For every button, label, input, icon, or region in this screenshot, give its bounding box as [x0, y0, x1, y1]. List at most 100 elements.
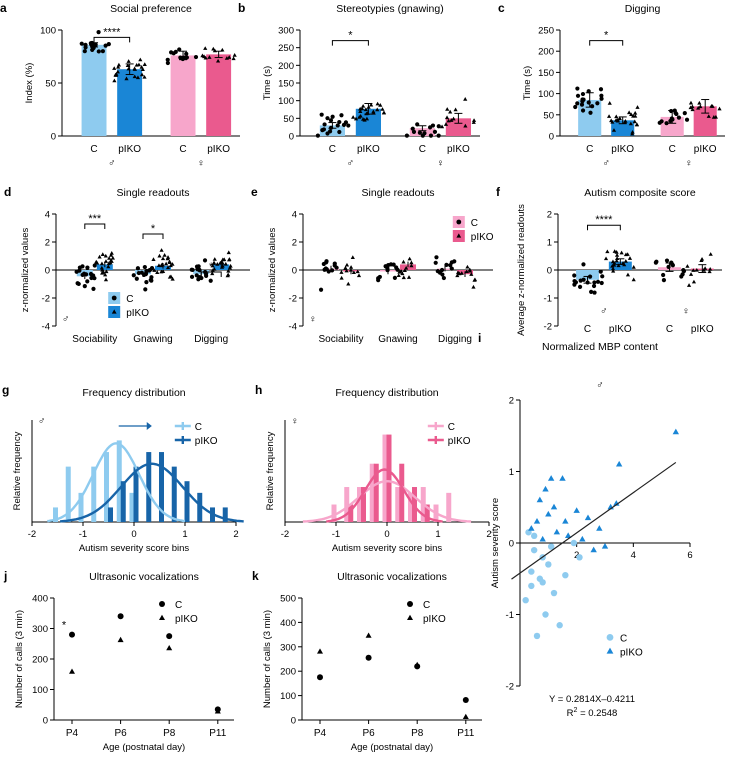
data-point [436, 124, 441, 129]
x-tick-label: P8 [163, 728, 176, 739]
significance-bracket [587, 224, 621, 231]
data-point [586, 89, 591, 94]
data-point [227, 55, 232, 59]
data-point [376, 278, 381, 283]
gaussian-fit [47, 442, 186, 523]
significance-label: **** [103, 26, 121, 38]
y-tick-label: 150 [538, 68, 554, 79]
data-point [212, 48, 217, 53]
y-tick-label: 300 [32, 624, 48, 635]
data-point [400, 271, 405, 276]
data-point [446, 118, 451, 123]
scatter-point [553, 528, 561, 535]
y-tick-label: 200 [280, 667, 296, 678]
gaussian-fit [302, 479, 472, 523]
category-label: Sociability [318, 334, 363, 345]
data-point [224, 56, 229, 60]
data-point [351, 115, 356, 119]
data-point [223, 261, 228, 266]
data-point [180, 56, 185, 62]
scatter-point [556, 622, 563, 629]
legend-marker [606, 633, 614, 641]
data-point [684, 117, 690, 122]
data-point [203, 271, 209, 276]
category-label: C [666, 324, 673, 335]
y-axis-label: Index (%) [24, 63, 35, 104]
hist-bar [361, 487, 366, 522]
data-point [337, 129, 342, 135]
data-point [160, 269, 166, 274]
panel-b: b Stereotypies (gnawing) 0 50 100 150 200 250 30… [238, 1, 480, 169]
data-point [401, 275, 406, 280]
data-point [681, 267, 686, 273]
data-point [79, 41, 84, 46]
y-tick-label: 2 [509, 396, 514, 407]
data-point [422, 131, 427, 136]
data-point [380, 107, 385, 111]
data-point [343, 265, 348, 270]
data-point [327, 129, 333, 134]
x-tick-label: P4 [66, 728, 79, 739]
panel-letter: e [251, 185, 258, 199]
panel-d: d Single readouts -4 -2 0 2 4 z-normalized valu… [4, 185, 250, 345]
legend-marker [159, 601, 165, 607]
r2-value: = 0.2548 [577, 708, 617, 719]
data-point [669, 116, 674, 121]
data-point [666, 264, 671, 270]
sex-symbol: ♀ [291, 416, 299, 427]
data-point [708, 267, 713, 271]
significance-label: * [604, 30, 609, 42]
data-point [321, 261, 326, 267]
data-point [612, 249, 617, 253]
data-point [82, 271, 87, 276]
significance-label: * [348, 30, 353, 42]
data-point [210, 271, 215, 276]
data-point [75, 281, 80, 286]
panel-g: g Frequency distribution -2 -1 0 1 2 Relative f… [2, 383, 244, 554]
hist-bar [133, 466, 139, 522]
bar-1 [117, 69, 143, 136]
data-point [629, 112, 634, 117]
scatter-point [545, 561, 552, 568]
category-label: Digging [438, 334, 472, 345]
data-point [162, 253, 167, 257]
data-point [358, 106, 363, 111]
scatter-point [573, 507, 580, 513]
data-point [369, 102, 374, 107]
category-label: Gnawing [378, 334, 417, 345]
male-symbol: ♂ [600, 306, 608, 317]
series-point [117, 613, 124, 620]
significance-label: *** [88, 213, 102, 225]
sex-symbol: ♂ [596, 380, 604, 391]
x-tick-label: -1 [79, 529, 87, 540]
data-point [580, 99, 585, 104]
data-point [358, 113, 363, 118]
scatter-point [547, 543, 555, 550]
data-point [606, 114, 612, 118]
data-point [595, 279, 601, 284]
data-point [160, 256, 166, 261]
legend-label: C [175, 600, 182, 611]
y-tick-label: 100 [280, 691, 296, 702]
data-point [713, 114, 718, 119]
data-point [144, 280, 149, 285]
data-point [220, 47, 225, 52]
y-tick-label: -2 [544, 322, 552, 333]
regression-r2: R2 = 0.2548 [567, 707, 618, 719]
hist-bar [146, 452, 152, 522]
category-label: pIKO [357, 144, 380, 155]
data-point [96, 30, 101, 35]
data-point [445, 107, 450, 111]
data-point [328, 125, 334, 130]
y-tick-label: 200 [32, 655, 48, 666]
y-axis-label: Time (s) [522, 66, 533, 100]
data-point [669, 108, 674, 114]
data-point [628, 121, 633, 126]
data-point [464, 269, 469, 274]
data-point [435, 269, 440, 274]
data-point [95, 260, 100, 265]
y-tick-label: 50 [543, 110, 554, 121]
legend-marker [456, 233, 462, 238]
data-point [149, 275, 154, 280]
data-point [164, 261, 169, 266]
